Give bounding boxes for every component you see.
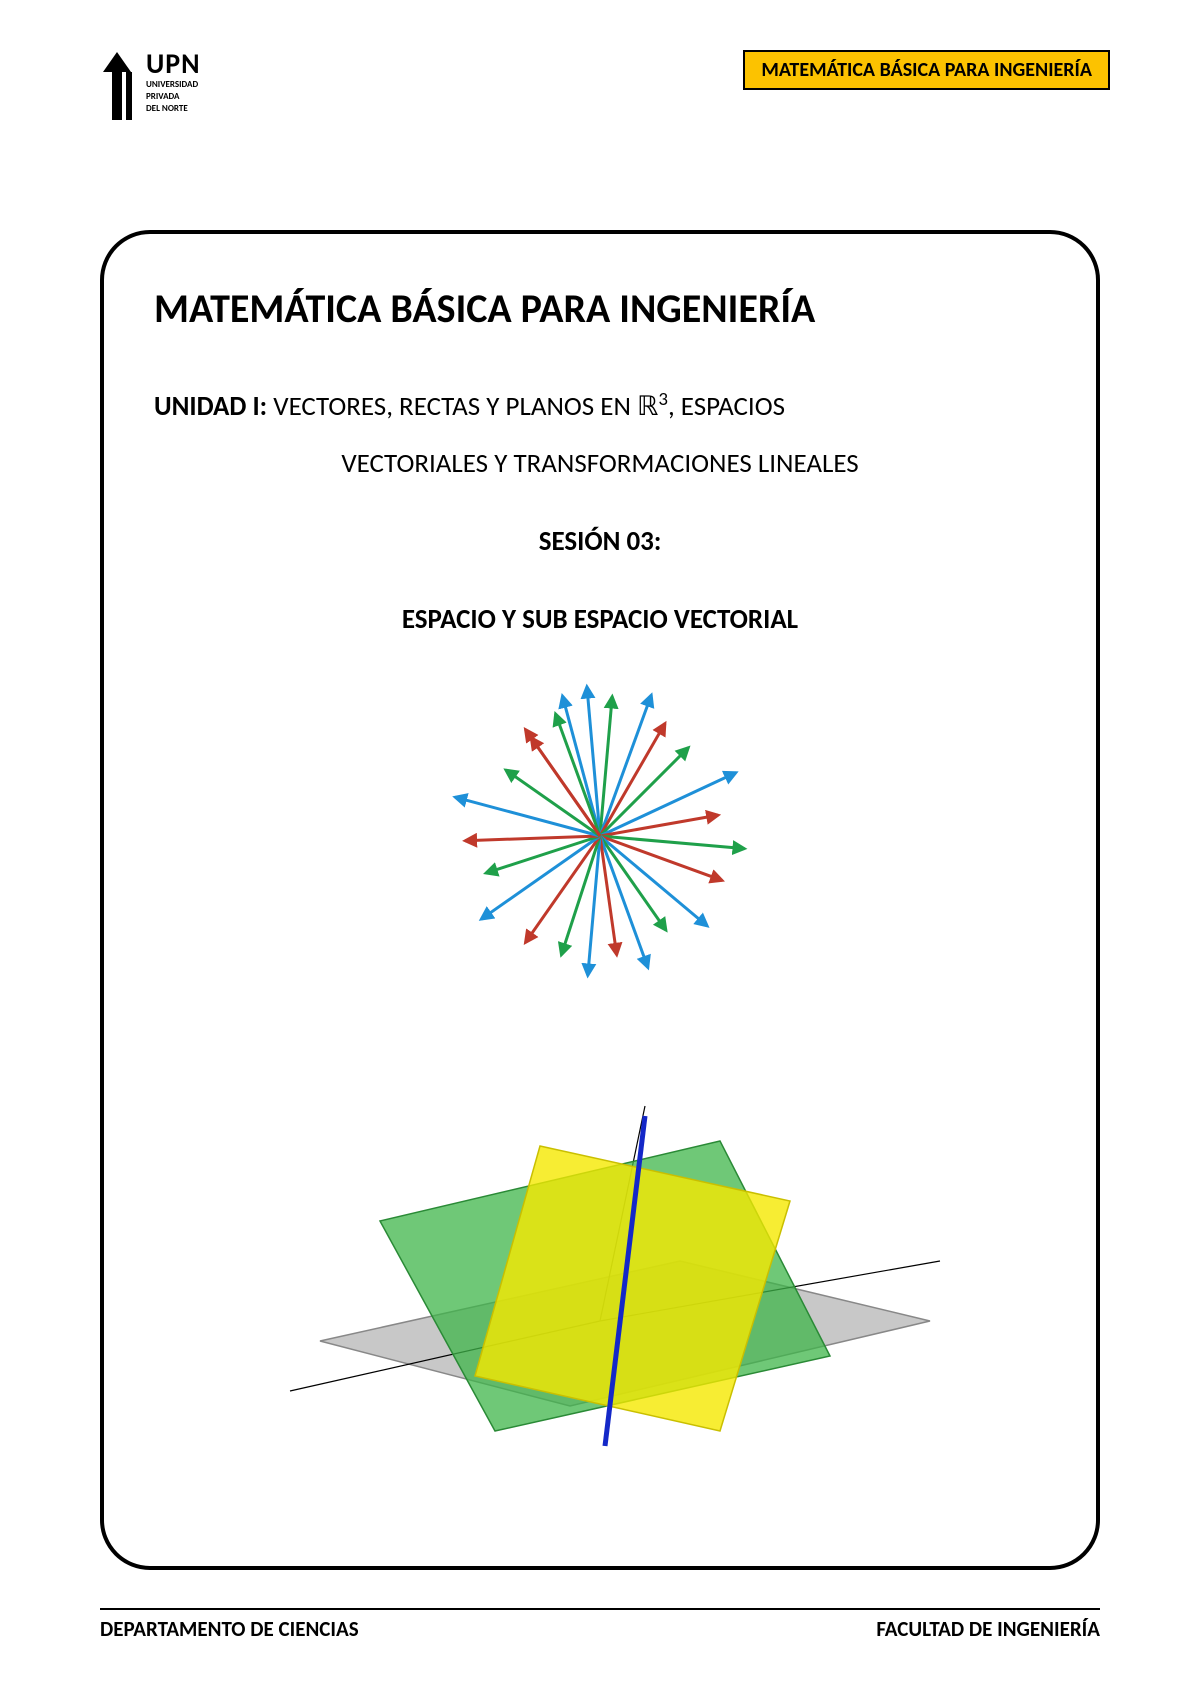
unit-text-2: , ESPACIOS	[668, 390, 785, 423]
vector-diagram	[340, 666, 860, 1006]
unit-sup: 3	[658, 388, 668, 411]
logo-sub-2: PRIVADA	[146, 92, 201, 102]
footer-left: DEPARTAMENTO DE CIENCIAS	[100, 1616, 359, 1642]
unit-line-2: VECTORIALES Y TRANSFORMACIONES LINEALES	[144, 447, 1056, 480]
topic-title: ESPACIO Y SUB ESPACIO VECTORIAL	[144, 603, 1056, 636]
logo-sub-3: DEL NORTE	[146, 104, 201, 114]
planes-diagram	[250, 1076, 950, 1476]
unit-text-1: VECTORES, RECTAS Y PLANOS EN ℝ	[267, 390, 658, 423]
logo-text: UPN UNIVERSIDAD PRIVADA DEL NORTE	[146, 50, 201, 114]
logo-sub-1: UNIVERSIDAD	[146, 80, 201, 90]
page-header: UPN UNIVERSIDAD PRIVADA DEL NORTE MATEMÁ…	[0, 0, 1200, 120]
unit-label: UNIDAD I:	[154, 390, 267, 423]
main-title: MATEMÁTICA BÁSICA PARA INGENIERÍA	[154, 284, 1056, 333]
unit-line-1: UNIDAD I: VECTORES, RECTAS Y PLANOS EN ℝ…	[154, 388, 1056, 423]
header-banner: MATEMÁTICA BÁSICA PARA INGENIERÍA	[743, 50, 1110, 90]
content-frame: MATEMÁTICA BÁSICA PARA INGENIERÍA UNIDAD…	[100, 230, 1100, 1570]
page-footer: DEPARTAMENTO DE CIENCIAS FACULTAD DE ING…	[100, 1608, 1100, 1642]
upn-logo: UPN UNIVERSIDAD PRIVADA DEL NORTE	[100, 50, 201, 120]
logo-arrow-icon	[100, 50, 140, 120]
footer-right: FACULTAD DE INGENIERÍA	[876, 1616, 1100, 1642]
logo-main-text: UPN	[146, 50, 201, 78]
session-label: SESIÓN 03:	[144, 525, 1056, 558]
